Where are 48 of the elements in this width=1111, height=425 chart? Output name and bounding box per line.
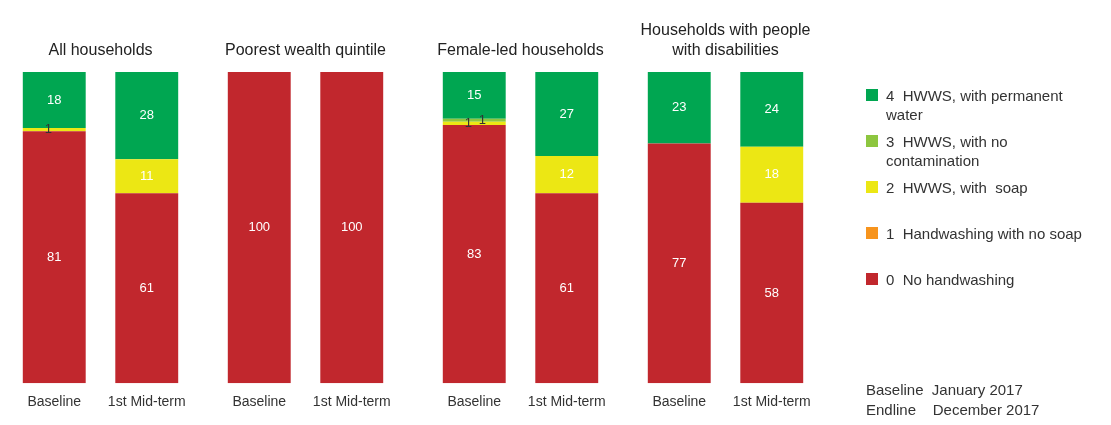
data-label: 15 [467, 86, 482, 102]
bar [115, 193, 179, 384]
x-tick-label: 1st Mid-term [732, 393, 811, 410]
legend-label: 2 HWWS, with soap [886, 178, 1029, 197]
data-label: 18 [47, 91, 62, 107]
bar [647, 143, 711, 384]
x-tick-label: Baseline [652, 393, 707, 410]
data-label: 24 [764, 100, 779, 116]
bar [115, 72, 179, 160]
legend-label: 1 Handwashing with no soap [886, 224, 1083, 243]
data-label: 28 [139, 107, 154, 123]
chart-title: Households with people with disabilities [639, 20, 812, 60]
x-tick-label: Baseline [447, 393, 502, 410]
data-label: 83 [467, 245, 482, 261]
data-label: 77 [672, 254, 687, 270]
data-label: 81 [47, 248, 62, 264]
data-label: 23 [672, 99, 687, 115]
data-label: 58 [764, 284, 779, 300]
bar [115, 159, 179, 194]
bar [22, 131, 86, 384]
bar [535, 156, 599, 194]
chart-title: All households [47, 40, 154, 60]
x-tick-label: 1st Mid-term [107, 393, 186, 410]
chart-title: Female-led households [436, 40, 605, 60]
legend-label: 3 HWWS, with no contamination [886, 132, 1009, 170]
x-tick-label: 1st Mid-term [527, 393, 606, 410]
legend-label: 4 HWWS, with permanent water [886, 86, 1064, 124]
text: Baseline January 2017 [866, 380, 1024, 400]
bar [740, 146, 804, 203]
bar [647, 72, 711, 144]
legend-label: 0 No handwashing [886, 270, 1016, 289]
bar [740, 72, 804, 147]
x-tick-label: Baseline [27, 393, 82, 410]
bar [535, 72, 599, 157]
data-label: 100 [248, 219, 271, 235]
data-label: 11 [140, 167, 154, 183]
bar [535, 193, 599, 384]
data-label: 61 [139, 279, 154, 295]
data-label: 12 [559, 166, 574, 182]
data-label: 18 [764, 166, 779, 182]
x-tick-label: Baseline [232, 393, 287, 410]
chart-title: Poorest wealth quintile [224, 40, 387, 60]
text: Endline December 2017 [866, 400, 1041, 420]
data-label: 61 [559, 279, 574, 295]
x-tick-label: 1st Mid-term [312, 393, 391, 410]
data-label: 27 [559, 105, 574, 121]
data-label: 100 [340, 219, 363, 235]
bar [740, 202, 804, 384]
